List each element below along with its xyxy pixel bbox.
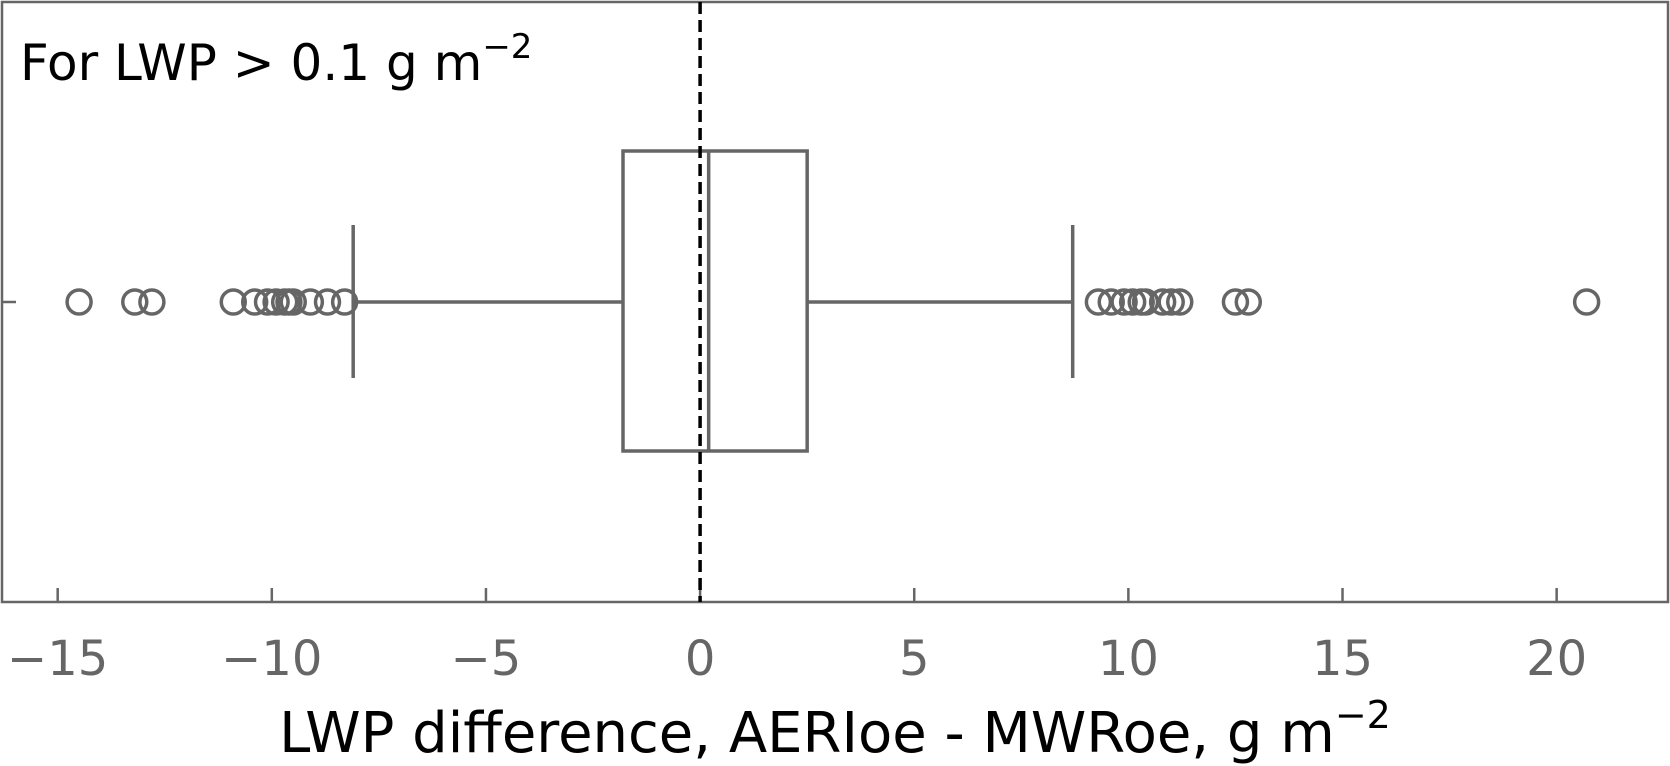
x-tick-label: −5 — [451, 631, 522, 687]
outlier-point — [330, 288, 359, 316]
x-tick-label: 20 — [1526, 631, 1587, 687]
outlier-point — [1157, 288, 1185, 316]
x-tick-label: −15 — [7, 631, 108, 687]
outlier-point — [121, 288, 149, 316]
outlier-point — [1221, 288, 1250, 316]
outlier-point — [262, 288, 290, 316]
plot-frame — [0, 0, 1670, 604]
box-plot — [351, 149, 1075, 453]
outlier-point — [296, 288, 325, 316]
x-tick-label: −10 — [221, 631, 322, 687]
annotation-main: For LWP > 0.1 g m — [20, 34, 482, 92]
x-axis-label: LWP difference, AERIoe - MWRoe, g m−2 — [279, 693, 1391, 766]
outlier-point — [1110, 288, 1138, 316]
outlier-point — [1148, 288, 1177, 316]
x-axis-label-main: LWP difference, AERIoe - MWRoe, g m — [279, 701, 1335, 766]
annotation-superscript: −2 — [482, 27, 532, 67]
x-tick-label: 10 — [1098, 631, 1159, 687]
outlier-point — [138, 288, 166, 316]
x-tick-label: 0 — [685, 631, 716, 687]
outlier-point — [313, 288, 342, 316]
iqr-box — [621, 149, 809, 453]
x-tick-label: 15 — [1312, 631, 1373, 687]
outlier-point — [1234, 288, 1263, 316]
outlier-point — [1572, 288, 1601, 316]
annotation-text: For LWP > 0.1 g m−2 — [20, 27, 532, 92]
outlier-point — [279, 288, 307, 316]
x-axis-ticks: −15 −10 −5 0 5 10 15 20 — [7, 588, 1587, 687]
outlier-point — [240, 288, 269, 316]
outlier-point — [1166, 288, 1194, 316]
outlier-point — [1118, 288, 1147, 316]
x-tick-label: 5 — [899, 631, 930, 687]
outlier-point — [219, 288, 248, 316]
x-axis-label-superscript: −2 — [1335, 693, 1391, 737]
outlier-point — [65, 288, 93, 316]
outliers — [65, 288, 1601, 316]
outlier-point — [1097, 288, 1125, 316]
